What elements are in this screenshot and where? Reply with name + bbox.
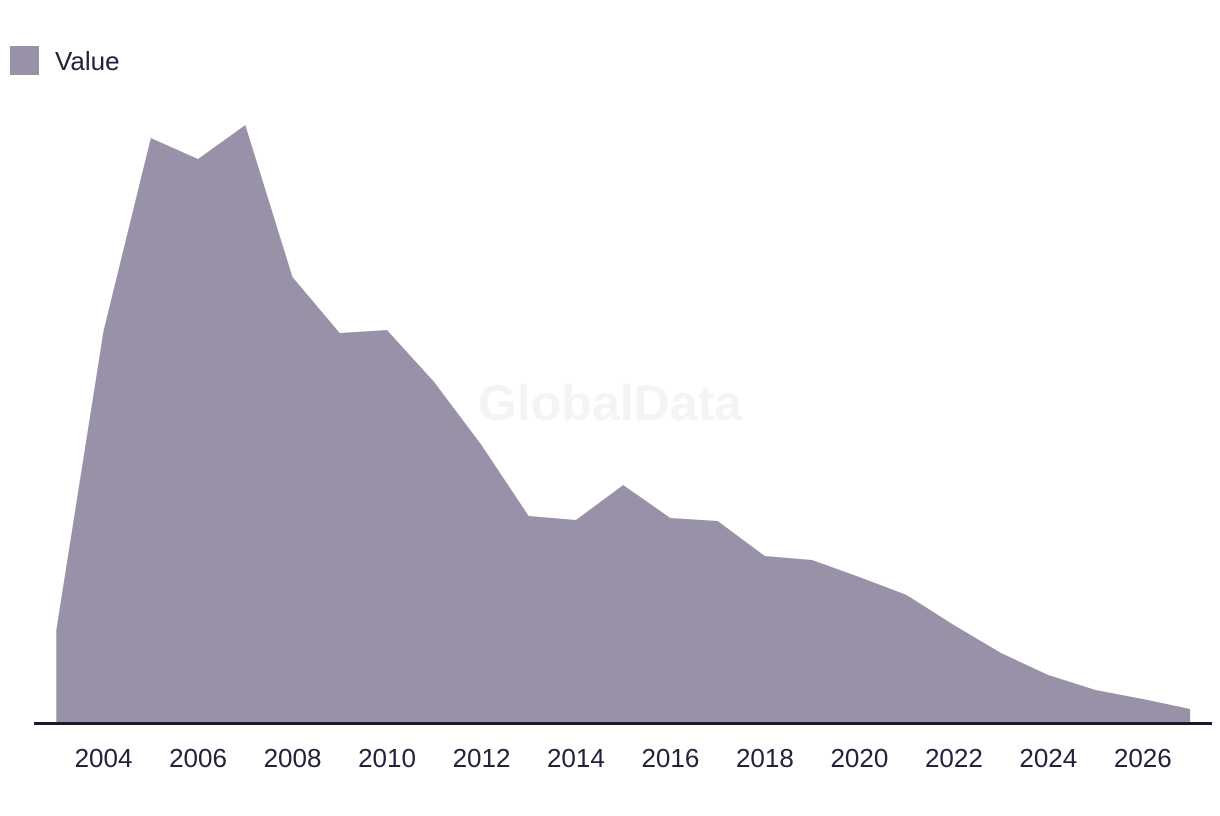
x-tick-label: 2026 <box>1113 743 1172 773</box>
x-tick-label: 2004 <box>74 743 133 773</box>
x-tick-label: 2012 <box>452 743 511 773</box>
x-tick-label: 2018 <box>735 743 794 773</box>
legend-label: Value <box>55 45 120 76</box>
legend-item-value[interactable]: Value <box>10 46 120 75</box>
x-tick-label: 2008 <box>263 743 322 773</box>
x-tick-label: 2024 <box>1019 743 1078 773</box>
x-tick-label: 2016 <box>641 743 700 773</box>
x-tick-label: 2014 <box>546 743 605 773</box>
value-area-series[interactable] <box>56 125 1191 722</box>
x-tick-label: 2010 <box>358 743 416 773</box>
globaldata-watermark: GlobalData <box>478 375 742 431</box>
x-tick-label: 2020 <box>830 743 889 773</box>
x-axis-line <box>34 722 1212 725</box>
x-tick-label: 2022 <box>924 743 983 773</box>
x-tick-label: 2006 <box>169 743 227 773</box>
legend-swatch-icon <box>10 46 39 75</box>
